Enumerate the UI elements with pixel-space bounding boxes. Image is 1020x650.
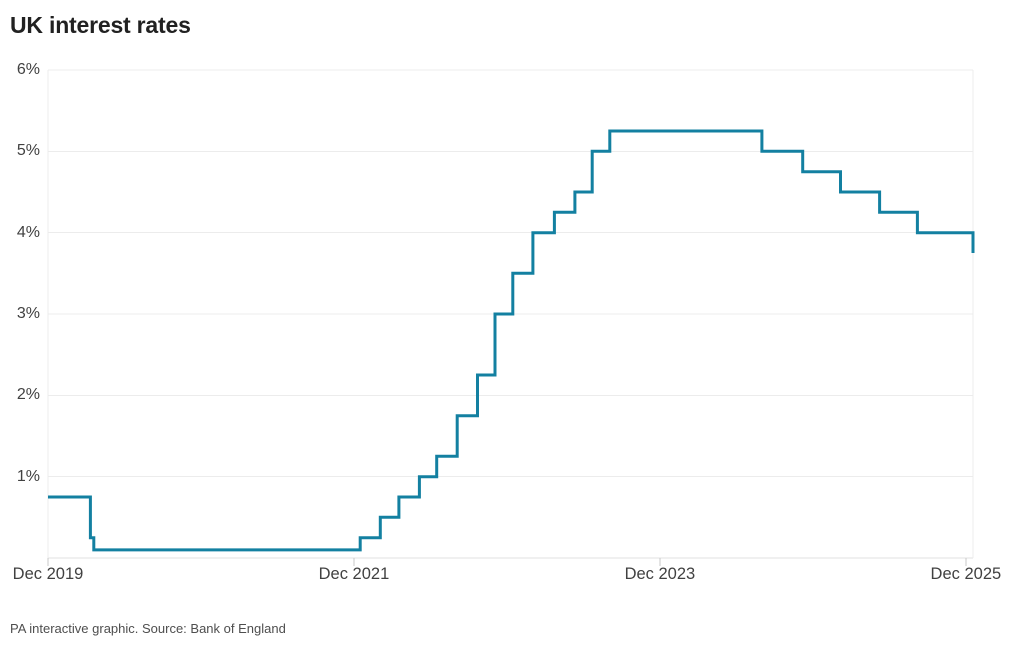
y-axis-tick-label: 1% bbox=[16, 467, 40, 485]
x-axis-tick-label: Dec 2023 bbox=[624, 565, 696, 583]
y-axis-tick-label: 2% bbox=[16, 386, 40, 404]
x-axis-tick-label: Dec 2025 bbox=[930, 565, 1002, 583]
y-axis-tick-label: 6% bbox=[16, 61, 40, 78]
y-axis-tick-label: 3% bbox=[16, 305, 40, 322]
y-axis-tick-label: 4% bbox=[16, 223, 40, 241]
x-axis-tick-label: Dec 2021 bbox=[318, 565, 390, 583]
x-axis-tick-label: Dec 2019 bbox=[12, 565, 84, 583]
rate-step-line bbox=[48, 129, 975, 552]
chart-title: UK interest rates bbox=[10, 12, 191, 38]
y-axis-tick-label: 5% bbox=[16, 142, 40, 160]
source-credit: PA interactive graphic. Source: Bank of … bbox=[10, 621, 286, 636]
